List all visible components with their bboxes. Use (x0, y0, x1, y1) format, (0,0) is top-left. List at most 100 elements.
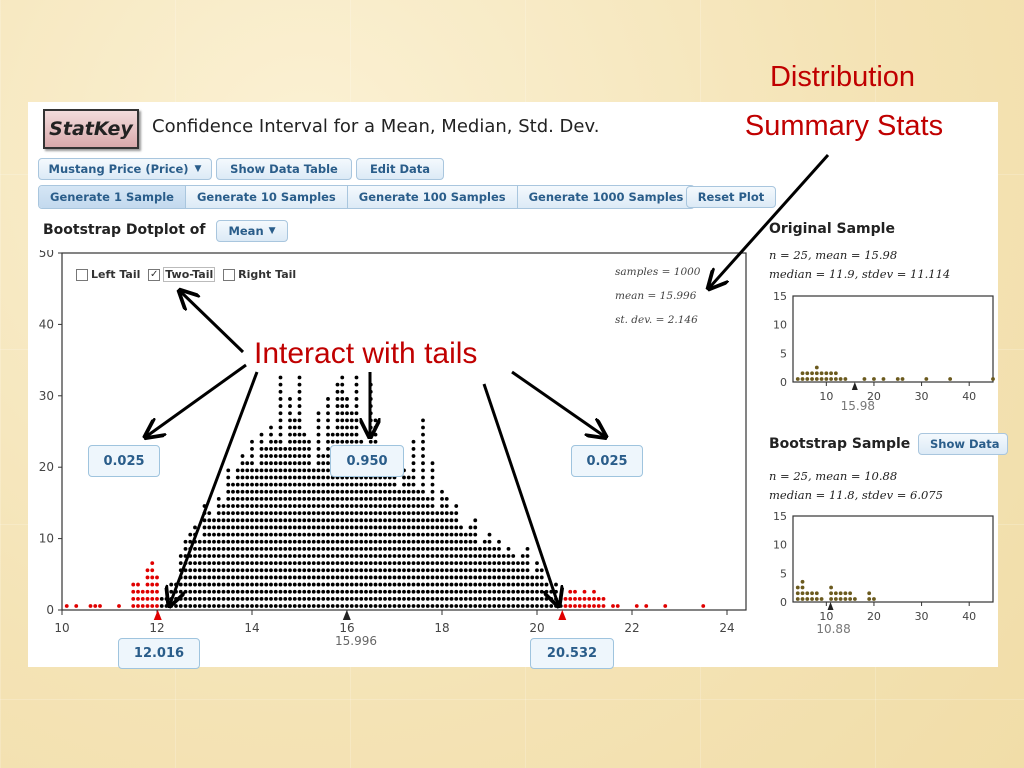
lower-bound-value[interactable]: 12.016 (118, 638, 200, 669)
bootstrap-dot (430, 546, 435, 551)
bootstrap-dot (278, 425, 283, 430)
bootstrap-dot (387, 525, 392, 530)
bootstrap-dot (440, 568, 444, 573)
y-tick-label: 10 (773, 319, 787, 332)
bootstrap-dot (273, 461, 278, 466)
bootstrap-dot (449, 532, 454, 537)
bootstrap-dot (193, 568, 197, 573)
bootstrap-dot (335, 389, 340, 394)
bootstrap-dot (245, 596, 250, 601)
show-data-table-button[interactable]: Show Data Table (216, 158, 352, 180)
bootstrap-dot (373, 511, 378, 516)
generate-10-button[interactable]: Generate 10 Samples (185, 186, 348, 208)
mean-marker[interactable] (342, 610, 351, 620)
bootstrap-dot (463, 589, 468, 594)
lower-bound-marker[interactable] (153, 610, 162, 620)
sample-dot (829, 585, 833, 590)
center-proportion[interactable]: 0.950 (330, 445, 404, 477)
upper-bound-marker[interactable] (558, 610, 567, 620)
annotation-interact: Interact with tails (252, 334, 480, 374)
checkbox-icon[interactable] (76, 269, 88, 281)
bootstrap-dot (435, 589, 440, 594)
bootstrap-dot (250, 454, 254, 458)
bootstrap-dot (311, 468, 316, 473)
bootstrap-dot (307, 447, 311, 451)
reset-plot-button[interactable]: Reset Plot (686, 186, 776, 208)
bootstrap-dot (359, 518, 364, 523)
bootstrap-dot (155, 589, 159, 594)
sample-dot (824, 377, 829, 381)
bootstrap-dot (463, 554, 468, 558)
generate-100-button[interactable]: Generate 100 Samples (347, 186, 518, 208)
bootstrap-dot (449, 561, 454, 566)
bootstrap-dot (226, 546, 231, 551)
bootstrap-dot (254, 546, 259, 551)
y-tick-label: 30 (39, 389, 54, 403)
bootstrap-dot (349, 439, 354, 444)
bootstrap-dot (492, 596, 497, 601)
right-tail-proportion[interactable]: 0.025 (571, 445, 643, 477)
bootstrap-dot (292, 447, 297, 451)
bootstrap-dot (254, 561, 259, 566)
dataset-dropdown[interactable]: Mustang Price (Price) ▼ (38, 158, 212, 180)
statistic-dropdown[interactable]: Mean ▼ (216, 220, 288, 242)
bootstrap-dot (311, 582, 316, 587)
bootstrap-dot (254, 596, 259, 601)
statkey-logo[interactable]: StatKey (43, 109, 139, 149)
bootstrap-dot (269, 568, 273, 573)
checkbox-checked-icon[interactable]: ✓ (148, 269, 161, 281)
bootstrap-dot (368, 518, 373, 523)
bootstrap-dot (440, 504, 444, 508)
generate-1000-button[interactable]: Generate 1000 Samples (517, 186, 695, 208)
bootstrap-dot (663, 604, 668, 608)
bootstrap-dot (250, 468, 254, 473)
bootstrap-dot (454, 554, 459, 558)
bootstrap-dot (596, 596, 601, 601)
bootstrap-dot (207, 532, 212, 537)
bootstrap-dot (383, 511, 387, 516)
right-tail-option[interactable]: Right Tail (223, 268, 296, 281)
bootstrap-dot (520, 589, 525, 594)
bootstrap-dot (283, 461, 288, 466)
bootstrap-dot (368, 582, 373, 587)
left-tail-option[interactable]: Left Tail (76, 268, 140, 281)
bootstrap-dot (264, 561, 269, 566)
bootstrap-dot (378, 568, 383, 573)
bootstrap-dot (326, 554, 330, 558)
left-tail-proportion[interactable]: 0.025 (88, 445, 160, 477)
bootstrap-dot (449, 539, 454, 544)
bootstrap-dot (250, 504, 254, 508)
bootstrap-dot (387, 604, 392, 608)
bootstrap-dot (459, 575, 463, 580)
bootstrap-dot (207, 511, 212, 516)
generate-1-button[interactable]: Generate 1 Sample (39, 186, 186, 208)
bootstrap-dot (349, 418, 354, 423)
bootstrap-dot (421, 554, 425, 558)
bootstrap-dot (278, 389, 283, 394)
bootstrap-dot (207, 561, 212, 566)
bootstrap-dot (397, 554, 402, 558)
bootstrap-dot (316, 539, 321, 544)
bootstrap-dot (373, 561, 378, 566)
bootstrap-dot (330, 546, 335, 551)
bootstrap-dot (463, 596, 468, 601)
bootstrap-dot (283, 468, 288, 473)
bootstrap-dot (283, 561, 288, 566)
two-tail-option[interactable]: ✓ Two-Tail (148, 267, 216, 282)
edit-data-button[interactable]: Edit Data (356, 158, 444, 180)
bootstrap-dot (530, 575, 535, 580)
upper-bound-value[interactable]: 20.532 (530, 638, 614, 669)
bootstrap-dot (425, 497, 430, 501)
checkbox-icon[interactable] (223, 269, 236, 281)
bootstrap-dot (207, 589, 212, 594)
bootstrap-dot (240, 568, 245, 573)
bootstrap-dot (368, 482, 373, 487)
bootstrap-dot (644, 604, 649, 608)
bootstrap-dot (259, 575, 264, 580)
bootstrap-dot (292, 604, 297, 608)
bootstrap-dot (478, 546, 482, 551)
sample-dot (805, 591, 810, 596)
bootstrap-dot (136, 604, 140, 608)
bootstrap-dot (506, 589, 511, 594)
show-data-button[interactable]: Show Data (918, 433, 1008, 455)
